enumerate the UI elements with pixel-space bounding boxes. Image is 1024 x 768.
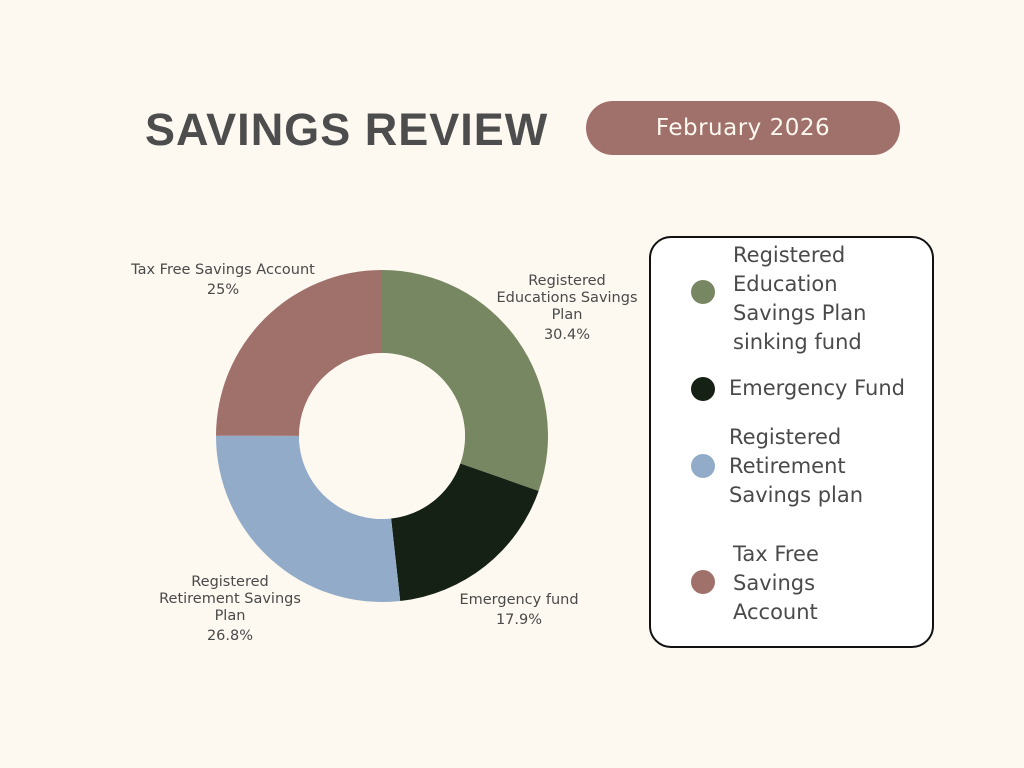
legend-swatch-retirement <box>691 454 715 478</box>
slice-value-label: 26.8% <box>207 628 253 644</box>
date-text: February 2026 <box>655 115 831 141</box>
slice-value-label: 30.4% <box>544 327 590 343</box>
donut-slice <box>216 435 401 602</box>
legend-label-education: Registered Education Savings Plan sinkin… <box>733 243 867 354</box>
slice-name-label: Emergency fund <box>459 592 578 608</box>
slice-name-label: Educations Savings <box>497 290 638 306</box>
slice-value-label: 17.9% <box>496 612 542 628</box>
donut-slice <box>391 463 539 601</box>
donut-slice <box>382 270 548 491</box>
date-badge: February 2026 <box>586 101 900 155</box>
legend-swatch-education <box>691 280 715 304</box>
page-title: SAVINGS REVIEW <box>145 104 549 155</box>
slice-name-label: Retirement Savings <box>159 591 301 607</box>
slice-value-label: 25% <box>207 282 239 298</box>
slice-name-label: Tax Free Savings Account <box>130 262 315 278</box>
legend-label-emergency: Emergency Fund <box>729 376 905 400</box>
donut-slice <box>216 270 382 436</box>
legend-swatch-tfsa <box>691 570 715 594</box>
donut-hole <box>299 353 465 519</box>
legend-label-tfsa: Tax Free Savings Account <box>733 542 819 624</box>
slice-name-label: Plan <box>552 307 583 323</box>
slice-name-label: Registered <box>528 273 606 289</box>
donut-slices <box>216 270 548 602</box>
slice-name-label: Registered <box>191 574 269 590</box>
slice-name-label: Plan <box>215 608 246 624</box>
legend-label-retirement: Registered Retirement Savings plan <box>729 425 864 507</box>
legend-swatch-emergency <box>691 377 715 401</box>
chart-legend: Registered Education Savings Plan sinkin… <box>649 236 934 648</box>
